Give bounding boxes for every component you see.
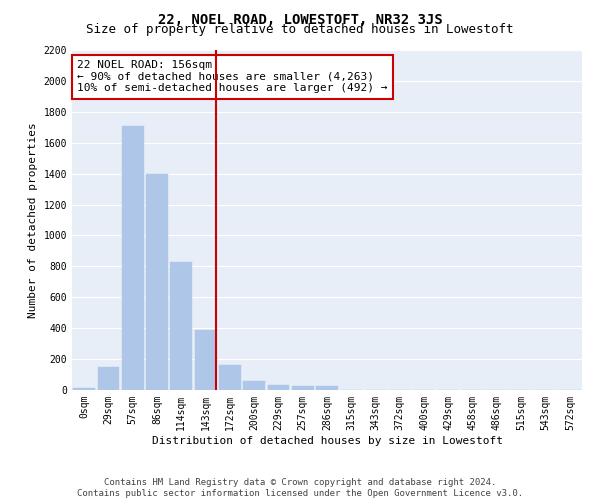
Bar [243, 380, 265, 390]
Bar [170, 262, 192, 390]
Bar [268, 386, 289, 390]
Text: 22, NOEL ROAD, LOWESTOFT, NR32 3JS: 22, NOEL ROAD, LOWESTOFT, NR32 3JS [158, 12, 442, 26]
Bar [122, 126, 143, 390]
Bar [316, 386, 338, 390]
Bar [219, 364, 241, 390]
Text: Size of property relative to detached houses in Lowestoft: Size of property relative to detached ho… [86, 22, 514, 36]
Text: 22 NOEL ROAD: 156sqm
← 90% of detached houses are smaller (4,263)
10% of semi-de: 22 NOEL ROAD: 156sqm ← 90% of detached h… [77, 60, 388, 94]
Bar [292, 386, 314, 390]
Y-axis label: Number of detached properties: Number of detached properties [28, 122, 38, 318]
X-axis label: Distribution of detached houses by size in Lowestoft: Distribution of detached houses by size … [151, 436, 503, 446]
Bar [194, 330, 217, 390]
Text: Contains HM Land Registry data © Crown copyright and database right 2024.
Contai: Contains HM Land Registry data © Crown c… [77, 478, 523, 498]
Bar [97, 367, 119, 390]
Bar [73, 388, 95, 390]
Bar [146, 174, 168, 390]
